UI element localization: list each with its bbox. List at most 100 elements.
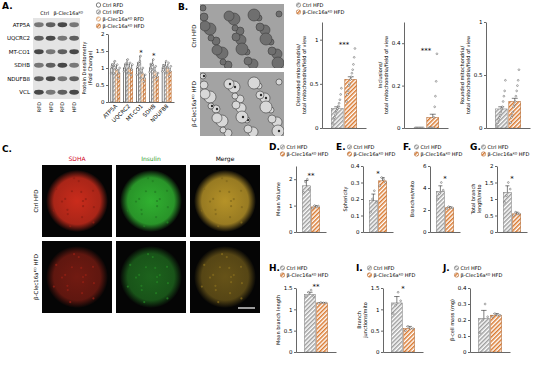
speckle (85, 198, 87, 200)
axis-line (405, 128, 449, 129)
error-bar (438, 186, 442, 192)
data-point (446, 208, 448, 210)
speckle (166, 190, 168, 192)
mitochondrion (244, 125, 252, 133)
blot-row-label: MT-CO1 (9, 49, 30, 55)
y-tick: 1 (479, 19, 486, 25)
y-tick: 1.5 (284, 285, 296, 291)
y-tick: 0.2 (392, 83, 404, 89)
speckle (93, 282, 95, 284)
western-blot: ATP5AUQCRC2MT-CO1SDHBNDUFB8VCLCtrlβ-Clec… (7, 10, 84, 113)
error-bar (307, 292, 312, 294)
significance: * (376, 170, 380, 178)
inclusion (260, 94, 262, 96)
plot-area (391, 291, 414, 352)
legend-marker (280, 145, 284, 149)
error-bar (170, 68, 171, 71)
data-point (422, 127, 424, 128)
data-point (149, 71, 151, 73)
tick-label: 0 (463, 349, 467, 355)
data-point (337, 108, 339, 110)
tick-mark (402, 86, 404, 87)
speckle (215, 289, 217, 291)
bar (478, 318, 489, 352)
data-point (504, 201, 506, 203)
tick-mark (468, 288, 470, 289)
data-point (497, 314, 499, 316)
data-point (139, 60, 141, 62)
error-bar (129, 64, 130, 68)
data-point (165, 65, 167, 67)
panel-label: A. (2, 1, 13, 11)
legend-label: Ctrl HFD (287, 265, 308, 271)
speckle (219, 266, 221, 268)
data-point (435, 95, 437, 97)
significance: *** (339, 41, 350, 49)
data-point (308, 291, 310, 293)
y-tick: 0.5 (310, 81, 322, 87)
legend-label: β-Clec16aᴷᴼ HFD (374, 272, 416, 279)
tick-mark (294, 206, 296, 207)
chart-panel: 012**Ctrl HFDβ-Clec16aᴷᴼ HFDD.Mean Volum… (269, 142, 328, 235)
blot-band (69, 90, 79, 95)
error-bar-cap (167, 64, 168, 65)
blot-band (34, 76, 44, 81)
axis-line (430, 167, 431, 233)
speckle (81, 216, 83, 218)
error-bar (481, 310, 486, 318)
axis-line (108, 35, 109, 103)
x-axis: ATP5AUQCRC2MT-CO1SDHBNDUFB8 (102, 103, 175, 124)
plot-area (304, 289, 327, 352)
mitochondrion (224, 79, 234, 89)
fluorescence-image (42, 165, 112, 237)
bar (141, 73, 143, 102)
inclusion (265, 97, 267, 99)
data-point (519, 213, 521, 215)
axis-title: total mitochondria/field of view (301, 36, 307, 114)
tick-mark (381, 288, 383, 289)
data-point (138, 71, 140, 73)
mitochondrion (212, 113, 222, 123)
speckle (203, 264, 205, 266)
mitochondrion (248, 9, 260, 21)
y-tick: 2 (423, 207, 430, 213)
data-point (338, 102, 340, 104)
tick-mark (294, 179, 296, 180)
bar (156, 77, 158, 103)
speckle (143, 301, 145, 303)
speckle (80, 267, 82, 269)
data-point (142, 67, 144, 69)
speckle (240, 297, 242, 299)
data-point (113, 72, 115, 74)
blot-band (34, 22, 44, 27)
mitochondrion (272, 125, 284, 136)
speckle (221, 253, 223, 255)
tick-label: 0.4 (392, 40, 401, 46)
legend-label: β-Clec16aᴷᴼ HFD (488, 151, 530, 158)
data-point (442, 189, 444, 191)
tick-label: 0.5 (371, 328, 380, 334)
column-title: Merge (216, 155, 235, 163)
chart-panel: 00.10.20.30.4*Ctrl HFDβ-Clec16aᴷᴼ HFDE.S… (336, 142, 395, 235)
error-bar (167, 65, 168, 68)
y-tick: 0 (289, 229, 296, 235)
bar (149, 68, 151, 102)
tick-label: 0 (289, 229, 293, 235)
speckle (129, 188, 131, 190)
data-point (318, 205, 320, 207)
axis-line (470, 289, 471, 353)
speckle (230, 205, 232, 207)
bar (369, 201, 377, 232)
tick-label: MT-CO1 (125, 103, 144, 122)
speckle (92, 221, 94, 223)
speckle (141, 213, 143, 215)
speckle (140, 285, 142, 287)
data-point (115, 74, 117, 76)
blot-lane-label: HFD (71, 102, 77, 113)
bar (152, 65, 154, 102)
error-bar-cap (394, 296, 399, 297)
y-tick: 0.1 (351, 213, 363, 219)
plot-area (436, 182, 453, 232)
speckle (82, 281, 84, 283)
tick-label: 1 (289, 307, 293, 313)
